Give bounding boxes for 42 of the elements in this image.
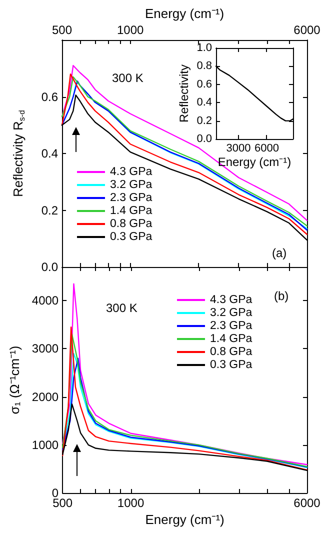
y-tick-label: 0.6 <box>41 90 58 104</box>
x-axis-title: Energy (cm⁻¹) <box>144 6 224 21</box>
x-tick-label: 1000 <box>117 496 144 510</box>
y-tick-label: 0.0 <box>196 133 212 145</box>
x-tick-label: 6000 <box>254 142 279 154</box>
y-tick-label: 0.6 <box>196 78 212 90</box>
x-axis-title: Energy (cm⁻¹) <box>145 512 224 527</box>
legend-label: 4.3 GPa <box>110 166 153 178</box>
annotation: 300 K <box>112 71 144 85</box>
legend-label: 3.2 GPa <box>210 307 253 319</box>
legend-label: 4.3 GPa <box>210 294 253 306</box>
y-axis-title: Reflectivity <box>177 64 191 123</box>
y-tick-label: 3000 <box>32 342 59 356</box>
y-axis-title: σ₁ (Ω⁻¹cm⁻¹) <box>7 346 22 414</box>
annotation: (a) <box>272 246 287 260</box>
y-tick-label: 4000 <box>32 294 59 308</box>
y-tick-label: 0.4 <box>41 146 58 160</box>
x-tick-label: 1000 <box>116 23 144 37</box>
y-tick-label: 0.2 <box>196 114 212 127</box>
x-tick-label: 500 <box>52 23 72 37</box>
y-tick-label: 1.0 <box>196 42 212 54</box>
y-tick-label: 0.8 <box>196 60 212 72</box>
y-axis-title: Reflectivity Rs-d <box>10 110 26 197</box>
x-tick-label: 6000 <box>294 496 321 510</box>
legend-label: 0.3 GPa <box>110 231 153 243</box>
legend-label: 0.8 GPa <box>110 218 153 230</box>
y-tick-label: 1000 <box>32 438 59 452</box>
legend-label: 2.3 GPa <box>210 320 253 332</box>
y-tick-label: 2000 <box>32 390 59 404</box>
annotation: 300 K <box>106 301 138 315</box>
legend-label: 1.4 GPa <box>110 205 153 217</box>
y-tick-label: 0.4 <box>196 96 212 109</box>
x-tick-label: 6000 <box>294 23 321 37</box>
y-tick-label: 0.2 <box>41 203 58 218</box>
legend-label: 3.2 GPa <box>110 179 153 191</box>
legend-label: 0.8 GPa <box>210 346 253 358</box>
legend-label: 0.3 GPa <box>210 359 253 371</box>
legend-label: 1.4 GPa <box>210 333 253 345</box>
x-axis-title: Energy (cm⁻¹) <box>218 155 292 169</box>
legend-label: 2.3 GPa <box>110 192 153 204</box>
annotation: (b) <box>274 289 289 303</box>
y-tick-label: 0.0 <box>41 260 58 274</box>
